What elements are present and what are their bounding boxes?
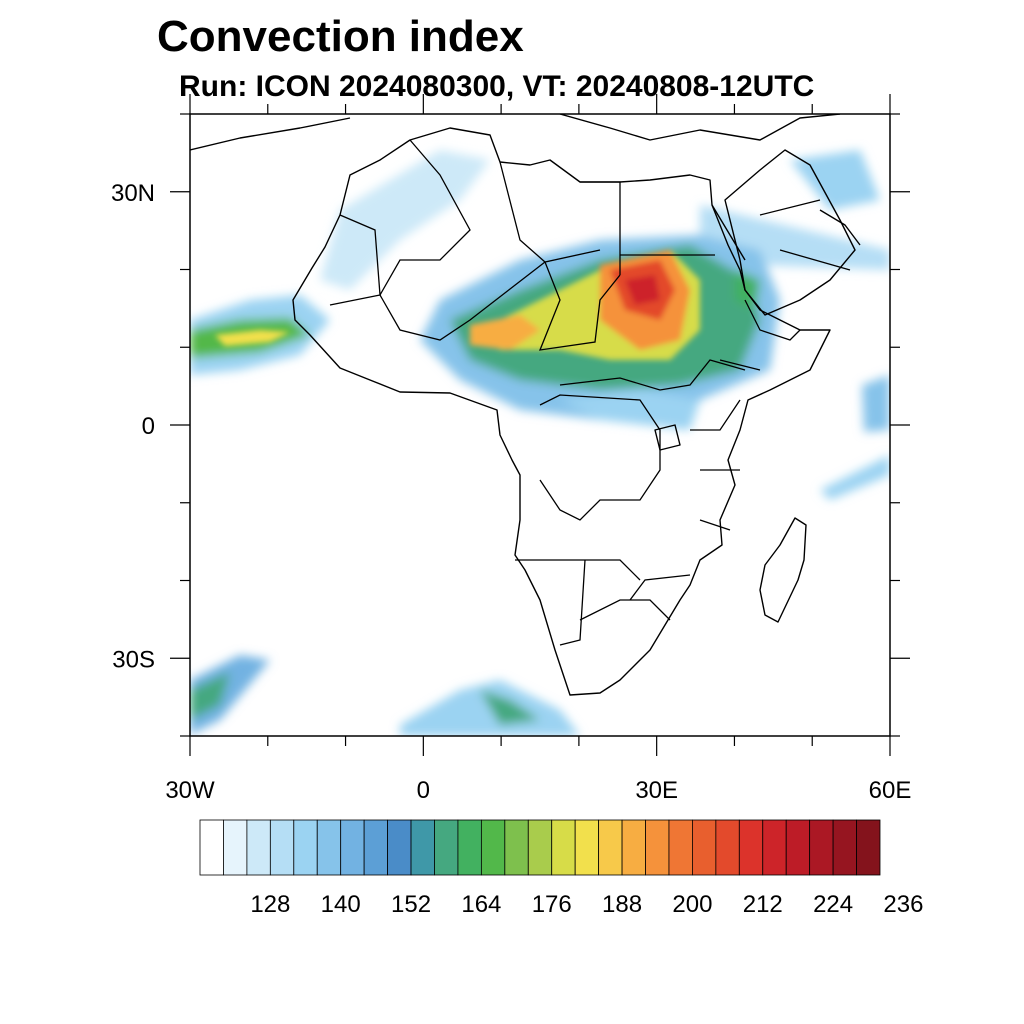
colorbar-swatch	[387, 819, 412, 876]
colorbar-label: 212	[743, 891, 783, 918]
border-mali-niger	[379, 261, 546, 341]
colorbar-label: 152	[391, 891, 431, 918]
border-ethiopia	[719, 299, 801, 371]
field-sw-atlantic-mid	[190, 672, 230, 720]
red-sea	[711, 204, 746, 261]
border-east-africa	[690, 399, 741, 531]
colorbar-swatch	[551, 819, 576, 876]
colorbar-swatch	[363, 819, 388, 876]
x-tick-label: 30E	[635, 777, 678, 804]
x-tick-label: 0	[417, 777, 430, 804]
x-tick-label: 30W	[165, 777, 215, 804]
border-angola-namibia	[515, 559, 641, 646]
map-title: Convection index	[157, 12, 524, 61]
field-arabia-north	[790, 150, 880, 210]
colorbar-swatch	[809, 819, 834, 876]
colorbar-swatch	[269, 819, 295, 876]
colorbar-swatch	[293, 819, 318, 876]
colorbar-swatch	[457, 819, 482, 876]
border-drc	[539, 394, 661, 521]
country-borders	[329, 139, 851, 646]
colorbar-swatch	[645, 819, 670, 876]
border-southern-africa	[579, 574, 691, 621]
colorbar-swatch	[434, 819, 459, 876]
colorbar-swatch	[574, 819, 600, 876]
field-equatorial	[560, 390, 700, 430]
axis-tick-labels: 30W 0 30E 60E 30N 0 30S	[111, 180, 911, 804]
colorbar-label: 188	[602, 891, 642, 918]
colorbar-swatch	[715, 819, 740, 876]
x-tick-label: 60E	[869, 777, 912, 804]
colorbar-swatch	[692, 819, 717, 876]
field-darfur-max	[625, 275, 660, 305]
colorbar-label: 176	[532, 891, 572, 918]
colorbar-label: 224	[813, 891, 853, 918]
field-s-atlantic-outer	[400, 680, 580, 736]
plot-area	[190, 114, 890, 736]
colorbar-swatch	[668, 819, 693, 876]
colorbar-label: 128	[250, 891, 290, 918]
border-algeria	[379, 139, 471, 296]
border-car-sudan	[559, 359, 746, 391]
colorbar-swatch	[223, 819, 248, 876]
lake-victoria	[654, 424, 681, 451]
colorbar-swatch	[738, 819, 764, 876]
colorbar-swatch	[621, 819, 646, 876]
colorbar-swatch	[504, 819, 529, 876]
field-sahara-wisps	[320, 150, 490, 290]
africa-coastline	[292, 127, 831, 696]
colorbar-swatch	[316, 819, 342, 876]
colorbar-swatch	[527, 819, 553, 876]
map-subtitle: Run: ICON 2024080300, VT: 20240808-12UTC	[179, 70, 815, 103]
colorbar-label: 140	[321, 891, 361, 918]
border-mauritania	[329, 214, 381, 306]
colorbar-label: 200	[672, 891, 712, 918]
colorbar-swatch	[410, 819, 435, 876]
y-tick-label: 0	[142, 413, 155, 440]
persian-gulf	[819, 209, 861, 246]
arabia-coastline	[724, 149, 856, 316]
border-arabia	[759, 199, 851, 271]
field-atlantic-warm	[215, 330, 290, 346]
colorbar-swatch	[832, 819, 857, 876]
colorbar-swatch	[856, 819, 881, 876]
colorbar-swatch	[480, 819, 506, 876]
madagascar-coastline	[759, 517, 807, 623]
border-libya	[499, 161, 621, 275]
colorbar	[199, 819, 881, 876]
colorbar-labels: 128 140 152 164 176 188 200 212 224 236	[250, 891, 923, 918]
colorbar-swatch	[199, 819, 224, 876]
field-sw-atlantic-outer	[190, 655, 270, 735]
colorbar-label: 236	[883, 891, 923, 918]
y-tick-label: 30N	[111, 180, 155, 207]
field-indian-streak	[820, 455, 890, 500]
coastlines	[190, 114, 861, 696]
y-tick-label: 30S	[112, 646, 155, 673]
field-s-atlantic-mid	[480, 690, 540, 725]
colorbar-label: 164	[461, 891, 501, 918]
axis-ticks	[170, 94, 910, 756]
border-chad	[538, 261, 621, 351]
mediterranean-north	[190, 114, 841, 151]
field-indian-ocean	[862, 375, 890, 432]
colorbar-swatch	[598, 819, 623, 876]
colorbar-swatch	[340, 819, 365, 876]
colorbar-swatch	[785, 819, 811, 876]
colorbar-swatch	[246, 819, 271, 876]
colorbar-swatch	[762, 819, 787, 876]
field-sahel-orange	[470, 315, 540, 350]
